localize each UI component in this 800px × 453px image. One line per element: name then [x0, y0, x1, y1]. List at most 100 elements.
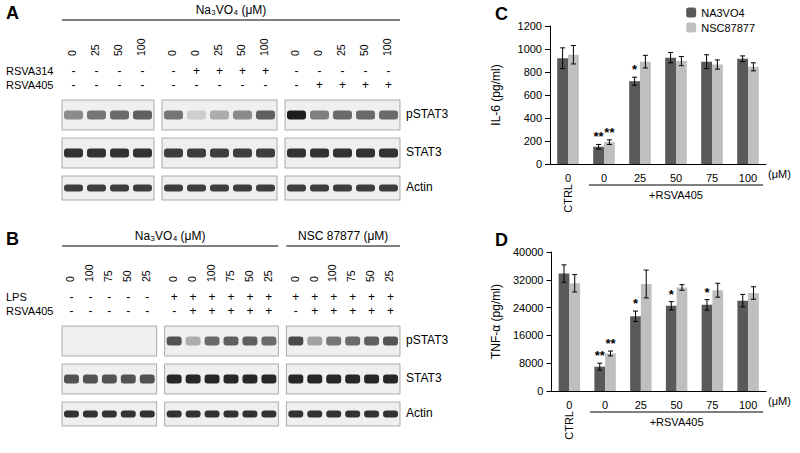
svg-text:NSC87877: NSC87877: [701, 22, 755, 34]
svg-text:STAT3: STAT3: [406, 145, 442, 159]
svg-text:-: -: [141, 64, 145, 78]
svg-text:-: -: [95, 78, 99, 92]
svg-text:32000: 32000: [513, 274, 544, 286]
svg-text:-: -: [95, 64, 99, 78]
svg-text:+: +: [387, 290, 394, 304]
svg-text:+RSVA405: +RSVA405: [649, 189, 703, 201]
svg-text:+: +: [311, 304, 318, 318]
svg-text:**: **: [594, 129, 605, 144]
svg-text:-: -: [118, 78, 122, 92]
svg-text:50: 50: [364, 270, 376, 282]
svg-text:+: +: [349, 290, 356, 304]
svg-text:50: 50: [670, 399, 682, 411]
svg-text:-: -: [145, 290, 149, 304]
svg-text:+: +: [330, 304, 337, 318]
svg-text:-: -: [172, 304, 176, 318]
svg-text:+: +: [292, 290, 299, 304]
svg-text:50: 50: [243, 270, 255, 282]
svg-text:LPS: LPS: [6, 291, 27, 303]
svg-text:-: -: [141, 78, 145, 92]
svg-text:-: -: [88, 304, 92, 318]
svg-text:25: 25: [140, 270, 152, 282]
svg-text:-: -: [295, 78, 299, 92]
svg-text:+: +: [190, 304, 197, 318]
svg-text:50: 50: [235, 44, 247, 56]
svg-text:STAT3: STAT3: [406, 371, 442, 385]
svg-text:+: +: [246, 290, 253, 304]
svg-text:100: 100: [381, 38, 393, 56]
svg-text:C: C: [495, 4, 508, 24]
svg-text:B: B: [6, 229, 19, 249]
svg-text:400: 400: [524, 112, 542, 124]
svg-text:(μM): (μM): [768, 395, 791, 407]
svg-text:100: 100: [739, 399, 757, 411]
svg-text:25: 25: [212, 44, 224, 56]
svg-text:-: -: [241, 78, 245, 92]
svg-text:0: 0: [602, 399, 608, 411]
svg-text:1000: 1000: [518, 43, 542, 55]
svg-text:+: +: [227, 290, 234, 304]
svg-text:(μM): (μM): [768, 168, 791, 180]
svg-text:-: -: [145, 304, 149, 318]
svg-text:-: -: [172, 78, 176, 92]
svg-text:+: +: [385, 78, 392, 92]
svg-text:0: 0: [566, 399, 572, 411]
svg-text:50: 50: [112, 44, 124, 56]
svg-text:-: -: [72, 78, 76, 92]
svg-text:-: -: [72, 64, 76, 78]
svg-text:800: 800: [524, 66, 542, 78]
svg-text:75: 75: [102, 270, 114, 282]
svg-text:+: +: [209, 290, 216, 304]
svg-text:NSC 87877 (μM): NSC 87877 (μM): [298, 229, 388, 243]
svg-text:+: +: [262, 64, 269, 78]
svg-text:+: +: [349, 304, 356, 318]
svg-text:-: -: [294, 304, 298, 318]
svg-text:+: +: [239, 64, 246, 78]
svg-text:-: -: [69, 304, 73, 318]
svg-text:25: 25: [634, 172, 646, 184]
svg-text:50: 50: [670, 172, 682, 184]
svg-text:+RSVA405: +RSVA405: [650, 416, 704, 428]
svg-text:+: +: [368, 290, 375, 304]
svg-text:-: -: [218, 78, 222, 92]
svg-text:0: 0: [565, 172, 571, 184]
svg-text:*: *: [669, 287, 675, 302]
svg-text:+: +: [368, 304, 375, 318]
svg-text:+: +: [311, 290, 318, 304]
svg-text:+: +: [339, 78, 346, 92]
svg-text:25: 25: [89, 44, 101, 56]
svg-text:Na₃VO₄ (μM): Na₃VO₄ (μM): [196, 3, 267, 17]
svg-text:NA3VO4: NA3VO4: [701, 7, 744, 19]
svg-text:100: 100: [83, 264, 95, 282]
svg-text:+: +: [362, 78, 369, 92]
svg-text:TNF-α (pg/ml): TNF-α (pg/ml): [489, 284, 503, 359]
svg-text:-: -: [364, 64, 368, 78]
svg-text:RSVA405: RSVA405: [6, 305, 54, 317]
svg-text:+: +: [265, 304, 272, 318]
svg-text:-: -: [107, 290, 111, 304]
svg-text:pSTAT3: pSTAT3: [406, 333, 449, 347]
svg-text:600: 600: [524, 89, 542, 101]
svg-text:-: -: [69, 290, 73, 304]
svg-text:-: -: [295, 64, 299, 78]
svg-text:100: 100: [205, 264, 217, 282]
svg-text:200: 200: [524, 135, 542, 147]
svg-text:RSVA314: RSVA314: [6, 65, 54, 77]
svg-text:-: -: [118, 64, 122, 78]
svg-text:-: -: [88, 290, 92, 304]
svg-text:-: -: [387, 64, 391, 78]
svg-text:0: 0: [66, 50, 78, 56]
svg-text:CTRL: CTRL: [563, 411, 575, 440]
svg-text:+: +: [216, 64, 223, 78]
svg-text:0: 0: [536, 158, 542, 170]
svg-text:A: A: [6, 3, 19, 23]
svg-text:0: 0: [64, 276, 76, 282]
svg-text:0: 0: [189, 50, 201, 56]
svg-text:D: D: [495, 230, 508, 250]
svg-text:**: **: [604, 125, 615, 140]
svg-text:Na₃VO₄ (μM): Na₃VO₄ (μM): [135, 229, 206, 243]
svg-text:+: +: [316, 78, 323, 92]
svg-text:-: -: [172, 64, 176, 78]
svg-text:50: 50: [121, 270, 133, 282]
svg-text:-: -: [126, 304, 130, 318]
